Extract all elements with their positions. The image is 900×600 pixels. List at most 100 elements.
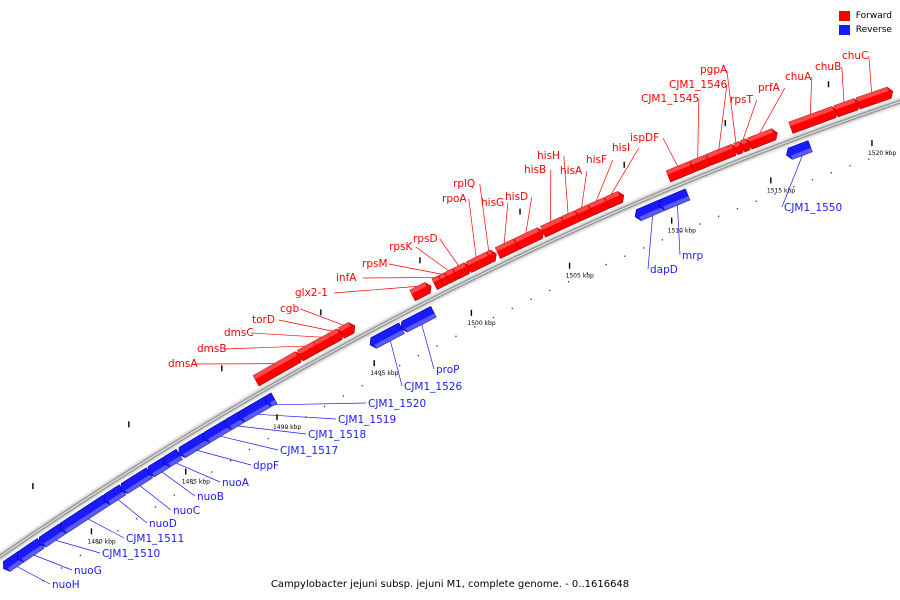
gene-nuoa[interactable] xyxy=(163,448,183,468)
gene-label[interactable]: cgb xyxy=(280,303,299,315)
gene-label[interactable]: rpsT xyxy=(730,94,753,106)
gene-label[interactable]: glx2-1 xyxy=(295,287,328,299)
minor-tick xyxy=(680,231,682,233)
gene-label[interactable]: nuoB xyxy=(197,491,224,503)
gene-label[interactable]: hisD xyxy=(505,191,528,203)
minor-tick xyxy=(229,460,232,462)
gene-label[interactable]: hisI xyxy=(612,142,630,154)
gene-cjm1_1517[interactable] xyxy=(203,419,232,443)
gene-rpsd[interactable] xyxy=(452,262,471,280)
gene-label[interactable]: rpsM xyxy=(362,258,388,270)
gene-chuc[interactable] xyxy=(855,86,894,110)
gene-label[interactable]: hisA xyxy=(560,165,583,177)
gene-label[interactable]: pgpA xyxy=(700,64,728,76)
gene-label[interactable]: CJM1_1517 xyxy=(280,445,338,457)
gene-cjm1_1520[interactable] xyxy=(265,392,278,407)
gene-label[interactable]: hisB xyxy=(524,164,546,176)
gene-nuoc[interactable] xyxy=(120,467,154,495)
gene-prfa-shine xyxy=(747,128,774,142)
gene-label[interactable]: chuC xyxy=(842,50,868,62)
gene-label[interactable]: CJM1_1526 xyxy=(404,381,462,393)
gene-prfa[interactable] xyxy=(747,128,778,150)
gene-label[interactable]: CJM1_1550 xyxy=(784,202,842,214)
gene-label[interactable]: nuoC xyxy=(173,505,200,517)
gene-cjm1_1519[interactable] xyxy=(238,395,272,423)
gene-rplq-shine xyxy=(487,250,492,256)
gene-label[interactable]: infA xyxy=(336,272,357,284)
gene-label[interactable]: CJM1_1546 xyxy=(669,79,727,91)
minor-tick xyxy=(474,326,476,328)
gene-label[interactable]: mrp xyxy=(682,250,704,262)
leader-line xyxy=(33,554,73,571)
minor-tick xyxy=(811,178,814,181)
gene-label[interactable]: CJM1_1510 xyxy=(102,548,160,560)
gene-label[interactable]: dmsC xyxy=(224,327,254,339)
minor-tick xyxy=(849,165,851,167)
gene-label[interactable]: CJM1_1519 xyxy=(338,414,396,426)
minor-tick xyxy=(793,186,795,188)
gene-label[interactable]: CJM1_1518 xyxy=(308,429,366,441)
gene-label[interactable]: CJM1_1545 xyxy=(641,93,699,105)
gene-label[interactable]: CJM1_1520 xyxy=(368,398,426,410)
gene-label[interactable]: rpsK xyxy=(389,241,413,253)
gene-hisi[interactable] xyxy=(604,191,625,209)
gene-cjm1_1510[interactable] xyxy=(39,523,67,548)
gene-label[interactable]: chuB xyxy=(815,61,841,73)
gene-glx2-1[interactable] xyxy=(409,282,432,302)
gene-hish[interactable] xyxy=(561,210,582,228)
gene-dppf[interactable] xyxy=(178,432,210,459)
gene-label[interactable]: rpoA xyxy=(442,193,467,205)
gene-label[interactable]: ispDF xyxy=(630,132,659,144)
minor-tick xyxy=(511,307,513,310)
gene-label[interactable]: prfA xyxy=(758,82,781,94)
scale-tick-label: 1485 kbp xyxy=(182,479,210,486)
gene-cjm1_1550[interactable] xyxy=(786,140,813,160)
gene-cjm1_1517-body xyxy=(203,419,232,443)
leader-line xyxy=(17,566,51,585)
gene-hisf[interactable] xyxy=(588,197,611,216)
gene-label[interactable]: rplQ xyxy=(453,178,475,190)
gene-label[interactable]: dppF xyxy=(253,460,279,472)
leader-line xyxy=(421,324,435,370)
gene-label[interactable]: dmsB xyxy=(197,343,227,355)
gene-label[interactable]: proP xyxy=(436,364,460,376)
gene-dmsa[interactable] xyxy=(252,351,302,387)
gene-nuod[interactable] xyxy=(103,484,127,505)
scale-tick-label: 1515 kbp xyxy=(767,187,795,194)
gene-label[interactable]: hisH xyxy=(537,150,560,162)
gene-label[interactable]: rpsD xyxy=(413,233,438,245)
gene-cjm1_1511[interactable] xyxy=(59,494,111,534)
gene-prop[interactable] xyxy=(400,306,437,333)
gene-dapd[interactable] xyxy=(634,199,665,221)
gene-nuoa-body xyxy=(163,448,183,468)
minor-tick xyxy=(192,482,194,485)
gene-cjm1_1526[interactable] xyxy=(369,322,405,349)
gene-mrp[interactable] xyxy=(658,188,691,211)
gene-label[interactable]: dmsA xyxy=(168,358,198,370)
gene-label[interactable]: chuA xyxy=(785,71,812,83)
gene-label[interactable]: nuoD xyxy=(149,518,177,530)
minor-tick xyxy=(567,281,570,283)
gene-hisi-shine xyxy=(604,191,620,202)
gene-dmsb-shine xyxy=(297,341,316,355)
gene-label[interactable]: nuoA xyxy=(222,477,250,489)
gene-pgpa[interactable] xyxy=(733,141,745,156)
gene-label[interactable]: CJM1_1511 xyxy=(126,533,184,545)
gene-label[interactable]: nuoH xyxy=(52,579,80,591)
gene-tord[interactable] xyxy=(327,328,344,345)
minor-tick xyxy=(755,200,757,202)
leader-line xyxy=(278,319,333,332)
reverse-swatch xyxy=(838,25,850,35)
gene-nuog[interactable] xyxy=(17,537,45,563)
gene-cgb[interactable] xyxy=(338,322,356,339)
gene-label[interactable]: dapD xyxy=(650,264,678,276)
scale-tick-label: 1495 kbp xyxy=(370,370,398,377)
gene-rplq[interactable] xyxy=(486,249,497,263)
gene-rpsd-body xyxy=(452,262,471,280)
gene-label[interactable]: hisF xyxy=(586,154,607,166)
gene-label[interactable]: torD xyxy=(252,314,275,326)
gene-label[interactable]: nuoG xyxy=(74,565,102,577)
gene-label[interactable]: hisG xyxy=(481,197,504,209)
gene-hisd[interactable] xyxy=(513,227,544,250)
leader-line xyxy=(841,66,845,103)
